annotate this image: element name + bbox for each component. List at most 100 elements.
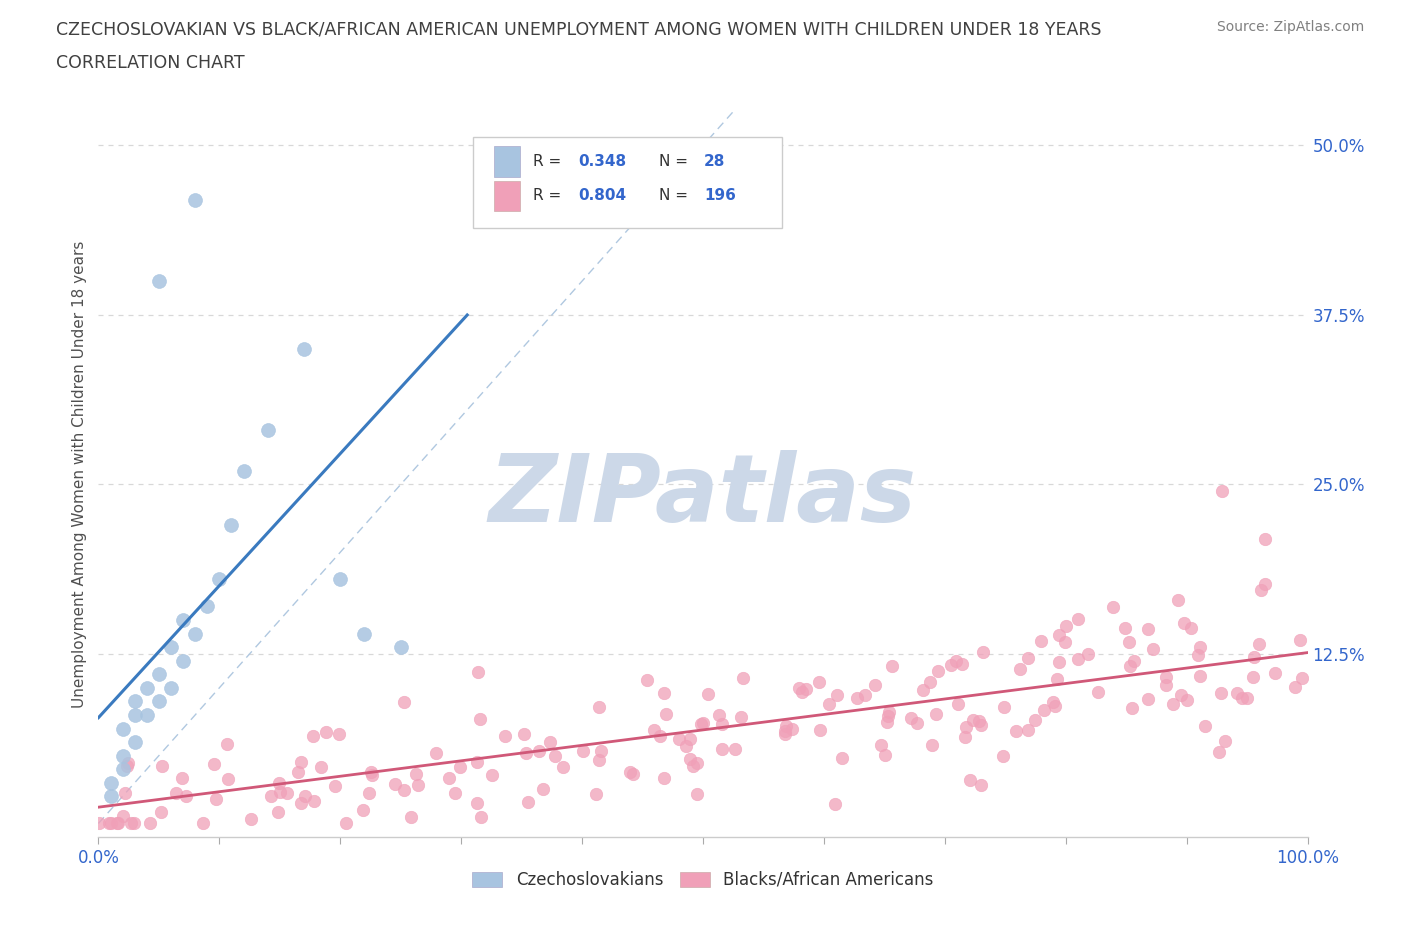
Point: [1087, 684, 1109, 699]
Point: [232, 463, 254, 478]
Point: [572, 744, 595, 759]
Point: [269, 776, 291, 790]
Point: [527, 744, 550, 759]
Point: [876, 714, 898, 729]
Point: [921, 737, 943, 752]
Point: [425, 746, 447, 761]
Point: [1067, 652, 1090, 667]
Point: [668, 731, 690, 746]
Point: [1136, 691, 1159, 706]
Point: [538, 735, 561, 750]
Point: [991, 749, 1014, 764]
Point: [1123, 653, 1146, 668]
Legend: Czechoslovakians, Blacks/African Americans: Czechoslovakians, Blacks/African America…: [467, 866, 939, 894]
Point: [148, 273, 170, 288]
Point: [588, 699, 610, 714]
Point: [1004, 724, 1026, 738]
Point: [328, 726, 350, 741]
Point: [690, 717, 713, 732]
Point: [679, 731, 702, 746]
Point: [686, 787, 709, 802]
Point: [588, 752, 610, 767]
FancyBboxPatch shape: [494, 146, 520, 177]
Point: [361, 767, 384, 782]
Point: [955, 730, 977, 745]
Point: [927, 664, 949, 679]
Point: [97, 816, 120, 830]
Point: [217, 737, 239, 752]
Point: [1291, 671, 1313, 685]
Point: [315, 724, 337, 739]
Point: [711, 716, 734, 731]
Text: CZECHOSLOVAKIAN VS BLACK/AFRICAN AMERICAN UNEMPLOYMENT AMONG WOMEN WITH CHILDREN: CZECHOSLOVAKIAN VS BLACK/AFRICAN AMERICA…: [56, 20, 1102, 38]
Point: [267, 804, 290, 819]
Point: [531, 781, 554, 796]
Point: [912, 683, 935, 698]
Point: [195, 599, 218, 614]
Point: [309, 759, 332, 774]
Point: [1114, 620, 1136, 635]
Point: [1066, 611, 1088, 626]
Point: [1180, 620, 1202, 635]
Point: [1029, 633, 1052, 648]
Point: [399, 810, 422, 825]
Point: [1241, 670, 1264, 684]
Point: [1047, 628, 1070, 643]
Point: [775, 718, 797, 733]
Point: [184, 626, 207, 641]
Point: [955, 720, 977, 735]
Point: [208, 572, 231, 587]
Point: [287, 764, 309, 779]
Point: [124, 816, 146, 830]
Point: [150, 804, 173, 819]
Text: R =: R =: [533, 154, 565, 169]
Point: [294, 789, 316, 804]
Point: [794, 682, 817, 697]
Point: [100, 776, 122, 790]
Point: [1118, 634, 1140, 649]
Point: [323, 778, 346, 793]
Point: [945, 654, 967, 669]
Point: [970, 777, 993, 792]
Text: 0.804: 0.804: [578, 188, 627, 204]
Point: [900, 711, 922, 725]
Point: [174, 789, 197, 804]
Point: [905, 716, 928, 731]
Point: [100, 816, 122, 830]
Point: [1077, 646, 1099, 661]
Point: [1032, 702, 1054, 717]
Point: [405, 766, 427, 781]
Point: [335, 816, 357, 830]
Point: [135, 681, 157, 696]
FancyBboxPatch shape: [494, 180, 520, 211]
Point: [124, 708, 146, 723]
Point: [853, 687, 876, 702]
Point: [443, 786, 465, 801]
Point: [643, 723, 665, 737]
Point: [1047, 655, 1070, 670]
Point: [1046, 671, 1069, 686]
Point: [941, 658, 963, 672]
Point: [707, 707, 730, 722]
Point: [589, 744, 612, 759]
Point: [1213, 734, 1236, 749]
Point: [114, 785, 136, 800]
Point: [1170, 688, 1192, 703]
Point: [111, 721, 134, 736]
Point: [1243, 650, 1265, 665]
Point: [925, 706, 948, 721]
Point: [260, 789, 283, 804]
Point: [172, 653, 194, 668]
Point: [972, 644, 994, 659]
Point: [882, 658, 904, 673]
Point: [875, 748, 897, 763]
Point: [468, 711, 491, 726]
Point: [724, 742, 747, 757]
Point: [621, 766, 644, 781]
Point: [808, 723, 831, 737]
Point: [1173, 615, 1195, 630]
Text: ZIPatlas: ZIPatlas: [489, 450, 917, 542]
Point: [160, 681, 183, 696]
Point: [292, 341, 315, 356]
Point: [962, 712, 984, 727]
